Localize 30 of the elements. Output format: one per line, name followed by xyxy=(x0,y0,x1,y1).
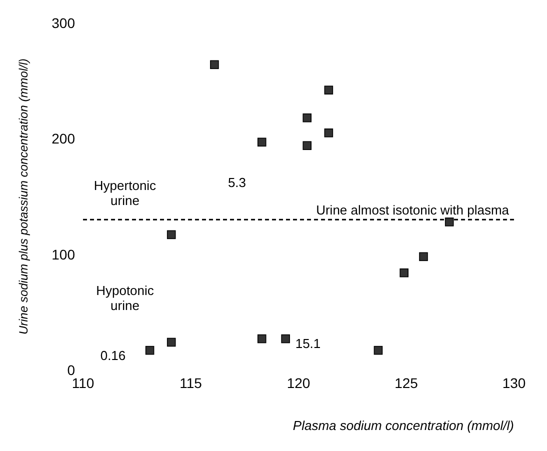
y-axis-title: Urine sodium plus potassium concentration (mmol/l) xyxy=(16,58,30,335)
point xyxy=(324,128,334,138)
annotation: 5.3 xyxy=(226,175,248,190)
point xyxy=(166,338,176,347)
annotation: 0.16 xyxy=(99,348,127,363)
point xyxy=(374,346,383,355)
point xyxy=(281,334,290,344)
ref-line-label: Urine almost isotonic with plasma xyxy=(316,202,510,218)
point xyxy=(444,218,454,226)
point xyxy=(400,268,408,278)
point xyxy=(145,346,154,355)
x-axis-title: Plasma sodium concentration (mmol/l) xyxy=(292,418,514,433)
point xyxy=(210,60,219,70)
point xyxy=(302,113,312,122)
annotation: Hypertonic urine xyxy=(92,178,158,208)
point xyxy=(324,86,334,94)
point xyxy=(166,230,176,240)
y-tick-label: 100 xyxy=(52,246,76,262)
point xyxy=(302,141,312,150)
y-tick-label: 200 xyxy=(52,130,76,147)
x-tick-label: 130 xyxy=(502,374,526,391)
point xyxy=(257,138,266,147)
x-tick-label: 120 xyxy=(286,374,310,391)
point xyxy=(257,334,266,344)
x-tick-label: 115 xyxy=(180,374,202,391)
y-tick-label: 300 xyxy=(52,14,76,31)
point xyxy=(419,252,428,262)
annotation: Hypotonic urine xyxy=(95,283,155,313)
annotation: 15.1 xyxy=(294,336,322,351)
x-tick-label: 125 xyxy=(394,374,418,391)
